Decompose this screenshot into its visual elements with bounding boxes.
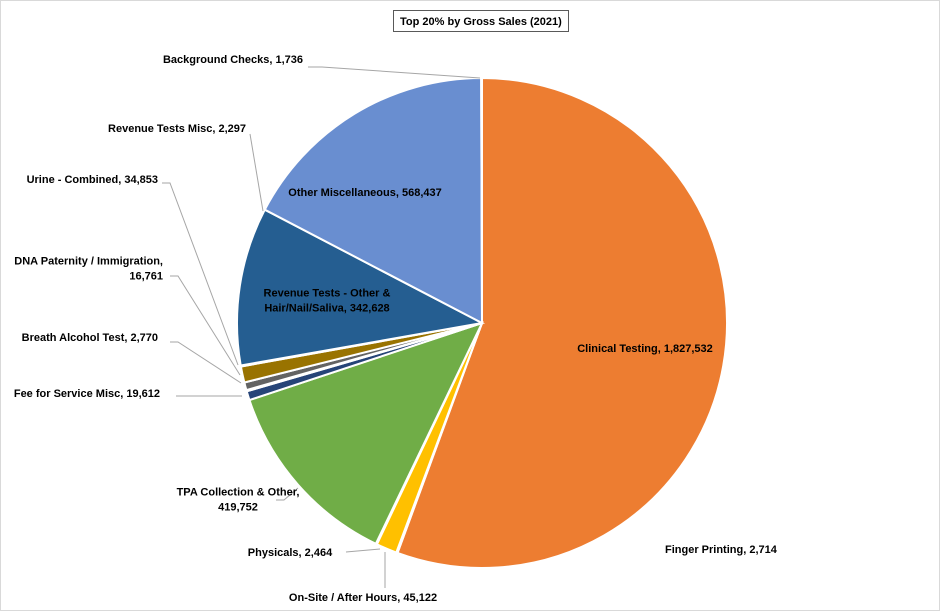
data-label-finger-printing: Finger Printing, 2,714 [665,544,778,556]
data-labels: Clinical Testing, 1,827,532 Finger Printi… [14,54,778,604]
data-label-urine-combined: Urine - Combined, 34,853 [27,174,158,186]
leader-lines [162,66,481,588]
leader-line-physicals [345,548,381,553]
leader-line-dna-paternity-immigration [170,275,241,376]
data-label-revenue-tests-other-hair-nail-saliva: Revenue Tests - Other & Hair/Nail/Saliva,… [264,288,391,315]
data-label-fee-for-service-misc: Fee for Service Misc, 19,612 [14,388,160,400]
data-label-dna-paternity-immigration: DNA Paternity / Immigration, 16,761 [14,256,163,283]
data-label-other-miscellaneous: Other Miscellaneous, 568,437 [288,187,441,199]
chart-title: Top 20% by Gross Sales (2021) [393,10,569,32]
data-label-background-checks: Background Checks, 1,736 [163,54,303,66]
pie-slices [236,76,728,569]
leader-line-revenue-tests-misc [249,133,264,212]
data-label-revenue-tests-misc: Revenue Tests Misc, 2,297 [108,123,246,135]
data-label-clinical-testing: Clinical Testing, 1,827,532 [577,343,713,355]
pie-slice-background-checks [480,76,483,324]
pie-slice-clinical-testing [396,76,728,569]
leader-line-background-checks [308,66,481,79]
data-label-tpa-collection-other: TPA Collection & Other, 419,752 [177,487,300,514]
leader-line-tpa-collection-other [276,487,299,501]
data-label-physicals: Physicals, 2,464 [248,547,333,559]
leader-line-urine-combined [162,182,239,366]
pie-slice-revenue-tests-other-hair-nail-saliva [236,208,486,367]
leader-line-breath-alcohol-test [170,341,242,384]
data-label-breath-alcohol-test: Breath Alcohol Test, 2,770 [22,332,158,344]
pie-slice-tpa-collection-other [248,321,484,546]
pie-slice-other-miscellaneous [263,76,484,325]
data-label-on-site-after-hours: On-Site / After Hours, 45,122 [289,592,437,604]
